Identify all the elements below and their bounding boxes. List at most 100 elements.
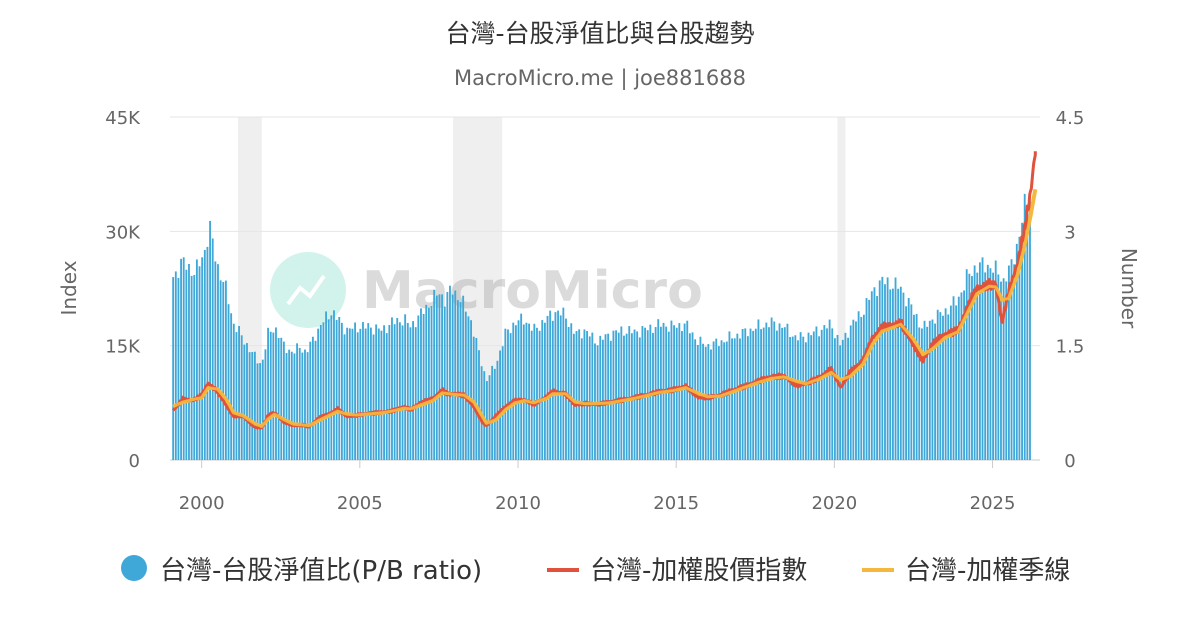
pb-bar xyxy=(517,320,520,460)
pb-bar xyxy=(947,314,950,460)
pb-bar xyxy=(478,350,480,460)
pb-bar xyxy=(246,343,248,460)
pb-bar xyxy=(325,311,327,460)
pb-bar xyxy=(791,336,794,460)
pb-bar xyxy=(989,268,992,460)
pb-bar xyxy=(873,287,876,460)
pb-bar xyxy=(282,341,285,460)
pb-bar xyxy=(304,349,306,460)
legend-label-index: 台灣-加權股價指數 xyxy=(590,556,807,586)
pb-bar xyxy=(172,277,175,460)
x-tick-label: 2025 xyxy=(970,493,1016,514)
pb-bar xyxy=(272,332,275,460)
pb-bar xyxy=(427,307,430,460)
legend-item-index[interactable]: 台灣-加權股價指數 xyxy=(547,556,807,586)
pb-bar xyxy=(733,338,736,460)
pb-bar xyxy=(1029,201,1031,460)
pb-bar xyxy=(1018,236,1021,460)
pb-bar xyxy=(1026,206,1029,460)
pb-bar xyxy=(406,322,409,460)
x-tick-label: 2005 xyxy=(337,493,383,514)
pb-bar xyxy=(509,333,512,460)
pb-bar xyxy=(514,325,517,460)
y-left-tick-label: 0 xyxy=(129,451,140,472)
y-right-tick-label: 3 xyxy=(1064,222,1075,243)
pb-bar xyxy=(992,272,994,460)
pb-bar xyxy=(717,346,720,460)
pb-bar xyxy=(340,322,343,460)
pb-bar xyxy=(217,264,219,460)
pb-bar xyxy=(567,326,570,460)
pb-bar xyxy=(994,260,997,460)
pb-bar xyxy=(913,314,915,460)
pb-bar xyxy=(707,344,710,460)
pb-bar xyxy=(984,272,987,460)
pb-bar xyxy=(425,304,428,460)
pb-bar xyxy=(565,318,567,460)
pb-bar xyxy=(277,337,280,460)
pb-bar xyxy=(393,324,396,460)
pb-bar xyxy=(441,294,443,460)
pb-bar xyxy=(230,313,233,460)
pb-bar xyxy=(765,322,768,460)
legend-item-ma[interactable]: 台灣-加權季線 xyxy=(862,556,1070,586)
pb-bar xyxy=(314,340,317,460)
pb-bar xyxy=(401,325,404,460)
pb-bar xyxy=(462,295,465,460)
pb-bar xyxy=(599,335,602,460)
pb-bar xyxy=(512,322,515,460)
legend-marker-circle-icon xyxy=(121,555,147,581)
pb-bar xyxy=(285,352,288,460)
pb-bar xyxy=(438,294,441,460)
pb-bar xyxy=(868,299,871,460)
pb-bar xyxy=(354,322,356,460)
pb-bar xyxy=(182,257,185,460)
pb-bar xyxy=(696,344,699,460)
pb-bar xyxy=(470,320,472,460)
pb-bar xyxy=(578,329,581,460)
pb-bar xyxy=(446,292,449,460)
pb-bar xyxy=(538,330,541,460)
pb-bar xyxy=(443,306,446,460)
pb-bar xyxy=(915,313,918,460)
pb-bar xyxy=(870,291,873,460)
pb-bar xyxy=(978,262,981,460)
pb-bar xyxy=(881,276,884,460)
pb-bar xyxy=(253,351,256,460)
pb-bar xyxy=(1021,222,1023,460)
pb-bar xyxy=(847,337,849,460)
pb-bar xyxy=(174,271,177,460)
pb-bar xyxy=(860,316,863,460)
pb-bar xyxy=(288,349,291,460)
pb-bar xyxy=(607,333,610,460)
pb-bar xyxy=(852,319,855,460)
pb-bar xyxy=(601,339,604,460)
pb-bar xyxy=(702,343,704,460)
pb-bar xyxy=(235,332,238,460)
pb-bar xyxy=(467,316,470,460)
pb-bar xyxy=(855,321,857,460)
pb-bar xyxy=(335,319,338,460)
pb-bar xyxy=(826,328,828,460)
pb-bar xyxy=(981,257,984,460)
pb-bar xyxy=(420,308,422,460)
pb-bar xyxy=(1015,243,1018,460)
legend-item-pb[interactable]: 台灣-台股淨值比(P/B ratio) xyxy=(121,555,482,586)
pb-bar xyxy=(206,246,209,460)
pb-bar xyxy=(746,336,749,460)
legend[interactable]: 台灣-台股淨值比(P/B ratio) 台灣-加權股價指數 台灣-加權季線 xyxy=(121,555,1070,586)
pb-bar xyxy=(290,351,293,460)
pb-bar xyxy=(612,330,615,460)
pb-bar xyxy=(269,331,272,460)
pb-bar xyxy=(976,272,979,460)
pb-bar xyxy=(459,302,462,460)
pb-bar xyxy=(222,281,225,460)
pb-bar xyxy=(997,274,1000,460)
pb-bar xyxy=(317,328,320,460)
pb-bar xyxy=(965,269,968,460)
pb-bar xyxy=(963,290,965,460)
pb-bar xyxy=(559,315,562,460)
pb-bar xyxy=(786,323,789,460)
pb-bar xyxy=(710,349,712,460)
watermark-logo-icon xyxy=(270,252,346,328)
